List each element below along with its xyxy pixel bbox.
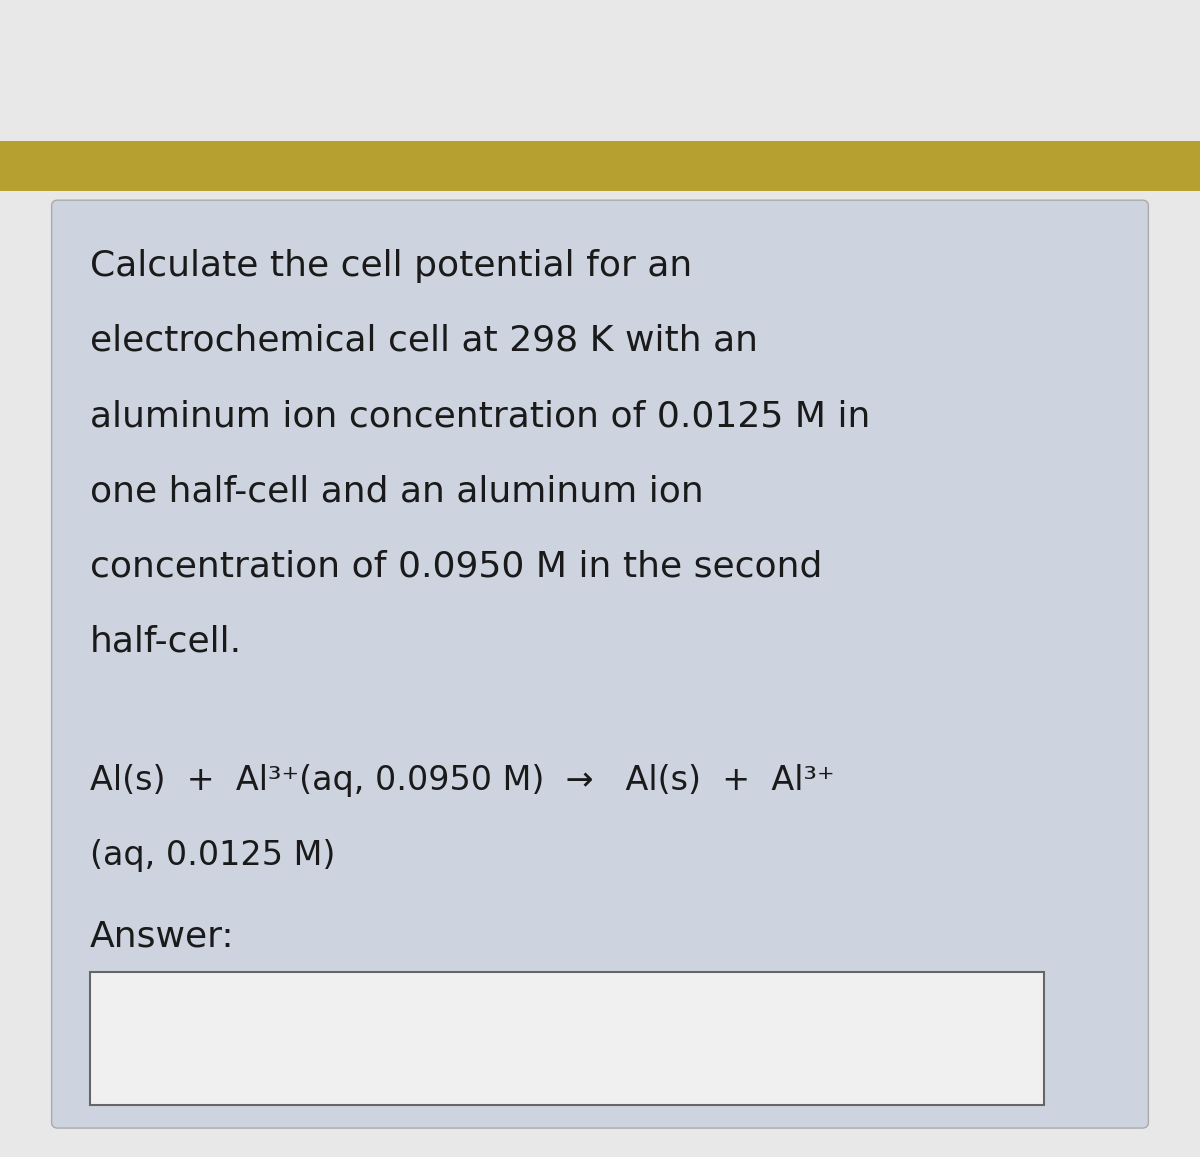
Text: Answer:: Answer: [90, 920, 235, 953]
Text: Al(s)  +  Al³⁺(aq, 0.0950 M)  →   Al(s)  +  Al³⁺: Al(s) + Al³⁺(aq, 0.0950 M) → Al(s) + Al³… [90, 764, 835, 797]
Text: (aq, 0.0125 M): (aq, 0.0125 M) [90, 839, 335, 872]
FancyBboxPatch shape [52, 200, 1148, 1128]
Text: half-cell.: half-cell. [90, 625, 242, 658]
Text: electrochemical cell at 298 K with an: electrochemical cell at 298 K with an [90, 324, 758, 358]
Text: concentration of 0.0950 M in the second: concentration of 0.0950 M in the second [90, 550, 822, 583]
Bar [0, 141, 1200, 191]
Bar [90, 972, 1044, 1105]
Text: aluminum ion concentration of 0.0125 M in: aluminum ion concentration of 0.0125 M i… [90, 399, 870, 433]
Text: Calculate the cell potential for an: Calculate the cell potential for an [90, 249, 692, 282]
Text: one half-cell and an aluminum ion: one half-cell and an aluminum ion [90, 474, 703, 508]
